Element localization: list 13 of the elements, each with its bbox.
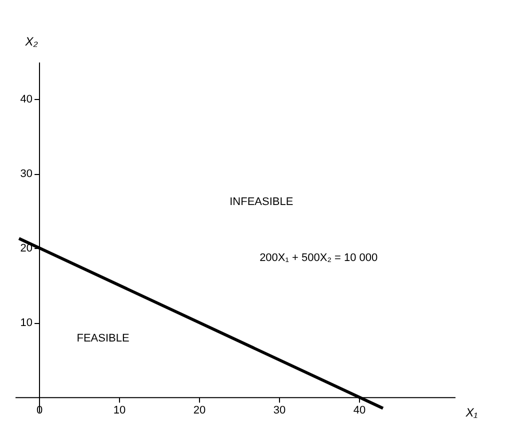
annotation: INFEASIBLE [230,196,294,208]
y-axis-title: X₂ [24,34,38,48]
x-tick-label: 20 [193,404,206,417]
annotation: 200X₁ + 500X₂ = 10 000 [260,252,378,264]
x-tick-label: 40 [353,404,366,417]
y-tick-label: 40 [20,94,32,106]
x-axis-title: X₁ [464,406,478,420]
x-tick-label: 10 [113,404,126,417]
y-tick-label: 10 [20,317,32,330]
x-tick-label: 0 [36,404,43,417]
annotation: FEASIBLE [76,332,130,344]
y-tick-label: 30 [20,168,32,180]
x-tick-label: 30 [273,404,286,417]
